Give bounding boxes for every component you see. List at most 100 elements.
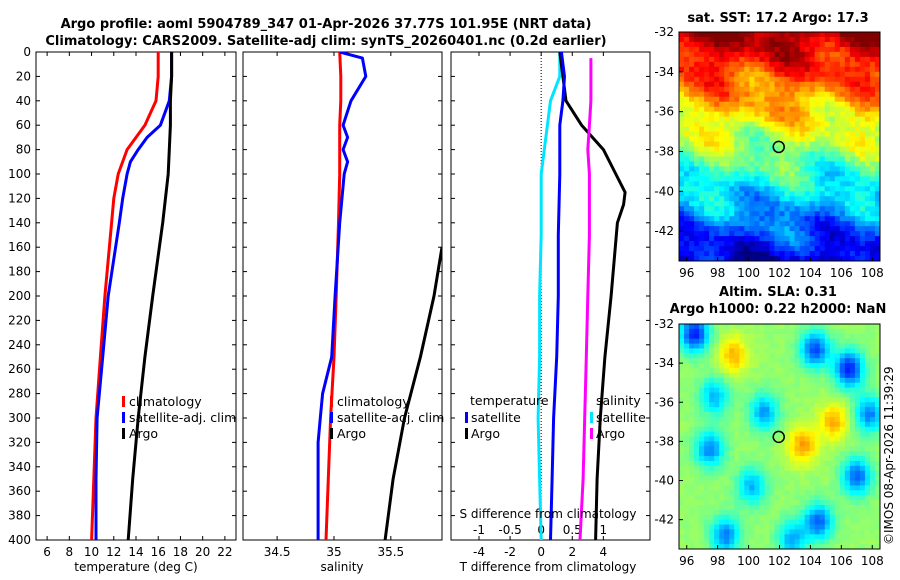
map-cell bbox=[714, 46, 720, 53]
map-cell bbox=[814, 251, 821, 257]
map-cell bbox=[774, 509, 781, 516]
map-cell bbox=[734, 534, 740, 540]
map-cell bbox=[694, 470, 700, 477]
map-cell bbox=[709, 382, 715, 389]
map-cell bbox=[724, 246, 730, 252]
map-cell bbox=[834, 524, 841, 531]
map-cell bbox=[689, 465, 695, 472]
map-cell bbox=[829, 91, 836, 98]
map-cell bbox=[834, 495, 841, 501]
map-cell bbox=[814, 236, 821, 242]
map-cell bbox=[794, 504, 801, 511]
map-cell bbox=[784, 363, 791, 369]
map-cell bbox=[824, 480, 831, 487]
map-cell bbox=[764, 231, 771, 237]
map-cell bbox=[734, 101, 740, 108]
map-cell bbox=[819, 431, 826, 438]
map-cell bbox=[864, 56, 871, 63]
map-cell bbox=[754, 465, 761, 472]
map-cell bbox=[874, 524, 880, 531]
map-cell bbox=[819, 490, 826, 496]
map-cell bbox=[689, 416, 695, 423]
map-cell bbox=[839, 328, 846, 335]
map-cell bbox=[714, 514, 720, 521]
map-cell bbox=[764, 206, 771, 212]
map-cell bbox=[764, 131, 771, 138]
map-cell bbox=[819, 441, 826, 447]
map-cell bbox=[824, 431, 831, 438]
map-cell bbox=[719, 470, 725, 477]
map-cell bbox=[754, 241, 761, 247]
map-cell bbox=[764, 151, 771, 158]
map-cell bbox=[754, 534, 761, 540]
map-cell bbox=[684, 480, 690, 487]
map-cell bbox=[859, 534, 866, 540]
map-cell bbox=[714, 131, 720, 138]
map-cell bbox=[859, 236, 866, 242]
map-cell bbox=[704, 426, 710, 433]
map-cell bbox=[769, 363, 776, 369]
map-cell bbox=[814, 377, 821, 384]
map-cell bbox=[694, 36, 700, 43]
map-cell bbox=[709, 156, 715, 163]
map-cell bbox=[854, 101, 861, 108]
map-cell bbox=[814, 338, 821, 345]
map-cell bbox=[789, 81, 796, 88]
map-cell bbox=[689, 392, 695, 398]
map-cell bbox=[849, 32, 856, 38]
map-cell bbox=[799, 465, 806, 472]
map-cell bbox=[779, 421, 786, 428]
map-cell bbox=[799, 111, 806, 118]
map-cell bbox=[824, 41, 831, 48]
map-cell bbox=[829, 51, 836, 58]
map-cell bbox=[819, 41, 826, 48]
map-cell bbox=[694, 451, 700, 457]
map-cell bbox=[874, 131, 880, 138]
map-cell bbox=[809, 509, 816, 516]
map-cell bbox=[769, 76, 776, 83]
map-cell bbox=[774, 328, 781, 335]
map-cell bbox=[759, 412, 766, 418]
map-cell bbox=[679, 529, 685, 535]
map-cell bbox=[729, 431, 735, 438]
map-cell bbox=[809, 81, 816, 88]
map-cell bbox=[729, 76, 735, 83]
map-cell bbox=[834, 353, 841, 359]
map-cell bbox=[789, 176, 796, 182]
map-cell bbox=[844, 221, 851, 227]
map-cell bbox=[729, 465, 735, 472]
map-cell bbox=[699, 377, 705, 384]
map-cell bbox=[694, 51, 700, 58]
map-cell bbox=[794, 176, 801, 182]
map-cell bbox=[769, 431, 776, 438]
map-cell bbox=[834, 436, 841, 442]
map-cell bbox=[719, 333, 725, 340]
map-cell bbox=[704, 446, 710, 452]
map-cell bbox=[799, 41, 806, 48]
map-cell bbox=[769, 441, 776, 447]
map-cell bbox=[829, 382, 836, 389]
map-cell bbox=[719, 431, 725, 438]
map-cell bbox=[849, 146, 856, 153]
map-cell bbox=[814, 460, 821, 467]
map-cell bbox=[789, 56, 796, 63]
map-x-tick-label: 106 bbox=[830, 554, 853, 568]
map-cell bbox=[839, 176, 846, 182]
map-cell bbox=[754, 524, 761, 531]
map-cell bbox=[819, 407, 826, 413]
map-cell bbox=[794, 151, 801, 158]
map-cell bbox=[849, 470, 856, 477]
map-cell bbox=[759, 460, 766, 467]
map-cell bbox=[819, 514, 826, 521]
map-cell bbox=[804, 504, 811, 511]
map-cell bbox=[699, 338, 705, 345]
map-cell bbox=[694, 328, 700, 335]
map-cell bbox=[679, 368, 685, 374]
map-cell bbox=[799, 348, 806, 354]
map-cell bbox=[739, 71, 745, 78]
map-cell bbox=[829, 324, 836, 330]
map-cell bbox=[834, 171, 841, 177]
map-cell bbox=[799, 514, 806, 521]
map-cell bbox=[859, 348, 866, 354]
map-cell bbox=[829, 387, 836, 394]
